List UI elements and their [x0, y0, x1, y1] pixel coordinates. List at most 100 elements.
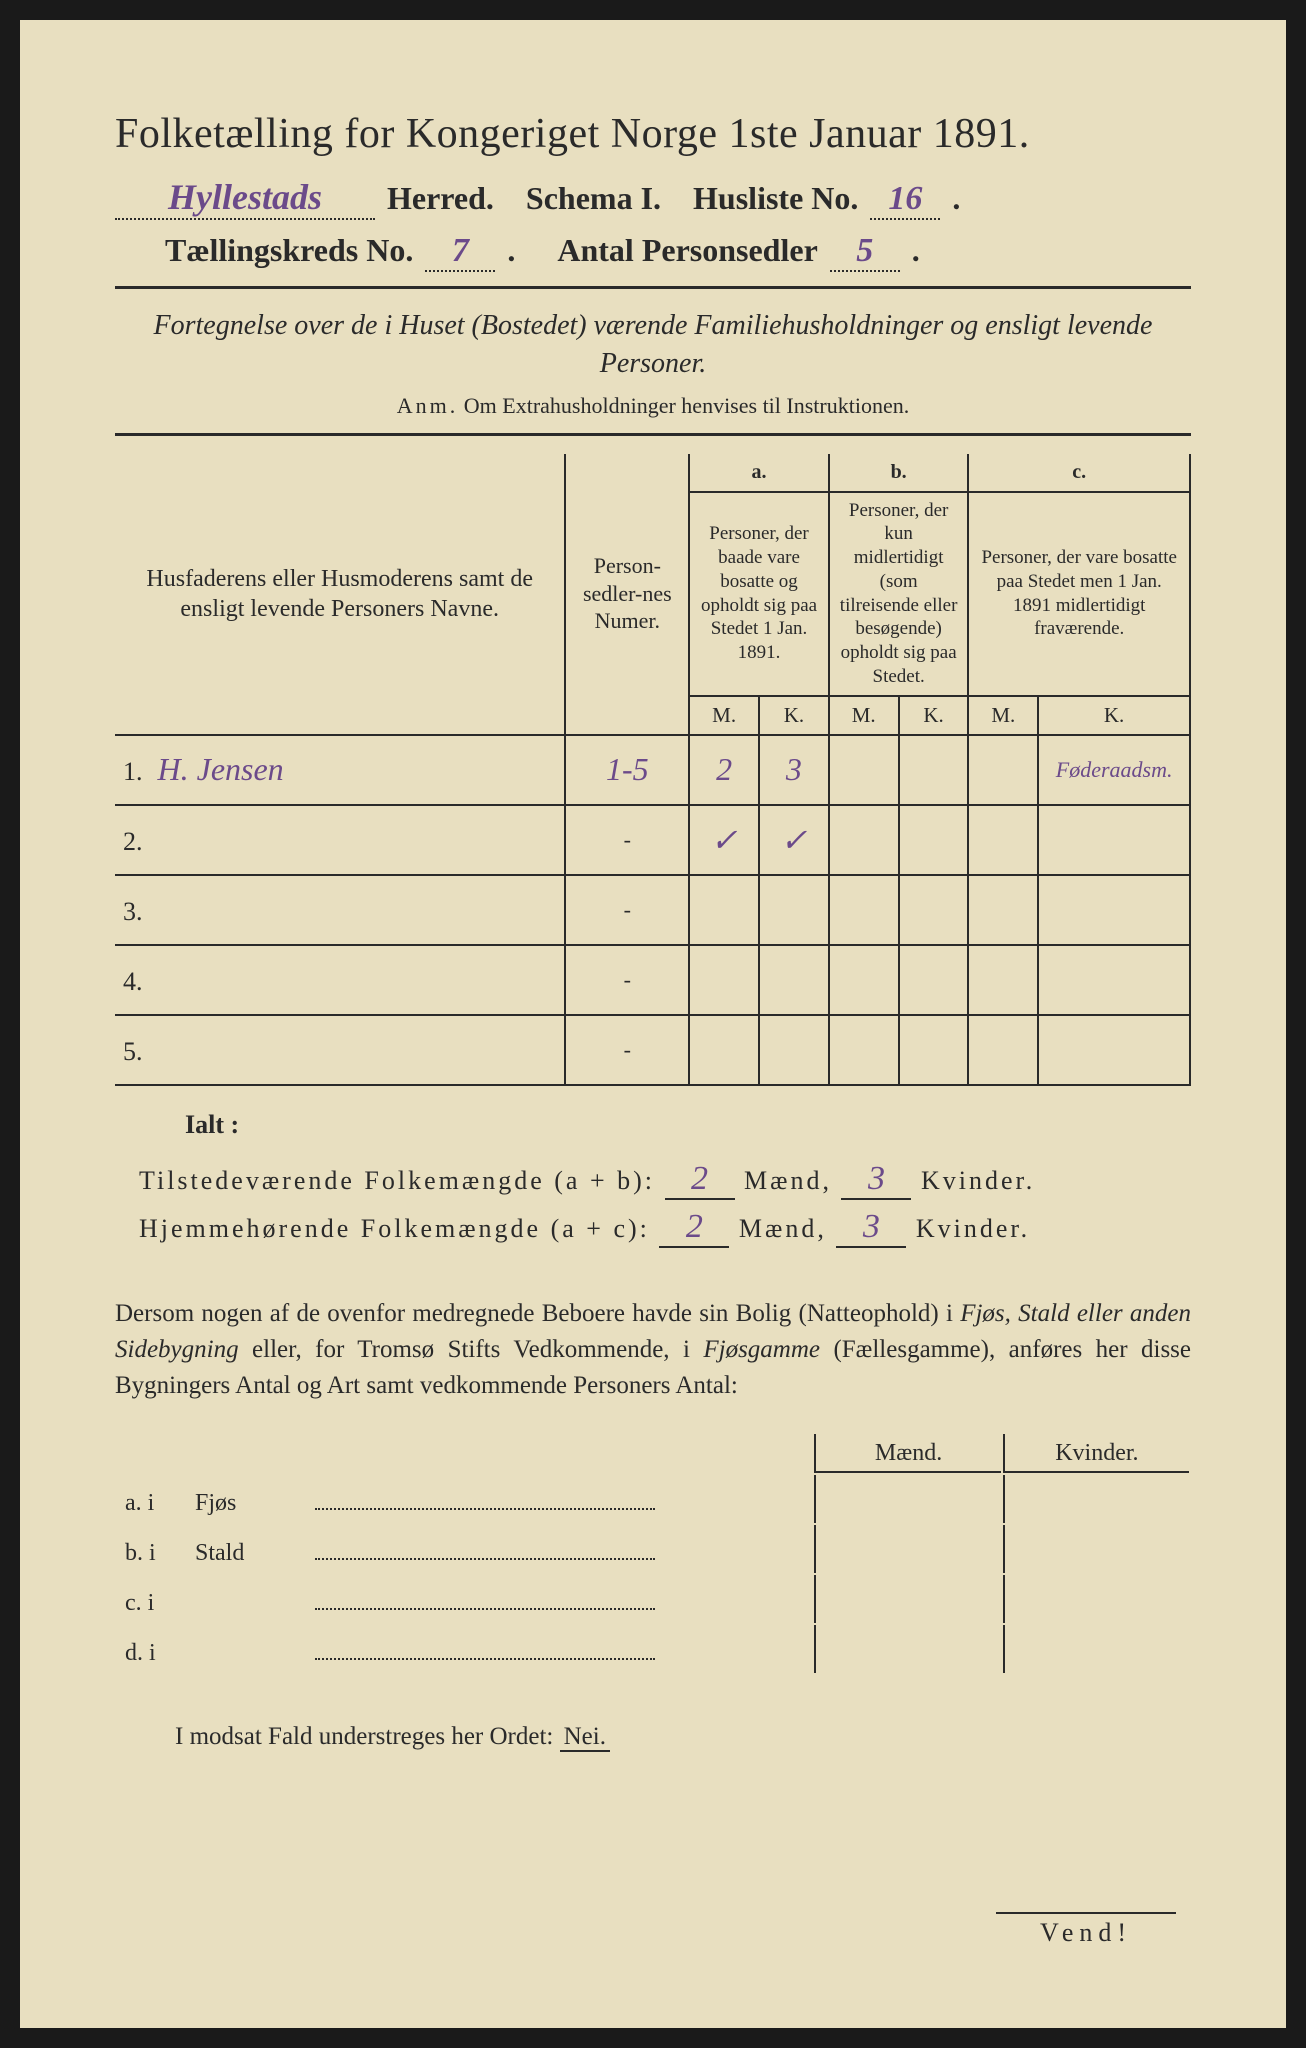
- divider-1: [115, 286, 1191, 289]
- sub-head-m: Mænd.: [814, 1434, 1000, 1473]
- t2-label: Hjemmehørende Folkemængde (a + c):: [139, 1214, 650, 1243]
- row-b-m: [829, 735, 899, 805]
- row-a-k: [759, 1015, 829, 1085]
- row-name-cell: 3.: [115, 875, 565, 945]
- row-c-m: [968, 875, 1038, 945]
- sub-k: [1003, 1525, 1189, 1573]
- sub-k: [1003, 1625, 1189, 1673]
- t2-maend: Mænd,: [739, 1214, 827, 1243]
- row-a-k: ✓: [759, 805, 829, 875]
- nei-label: I modsat Fald understreges her Ordet:: [175, 1723, 553, 1750]
- row-c-k: Føderaadsm.: [1038, 735, 1190, 805]
- b-k: K.: [899, 696, 969, 735]
- sub-m: [814, 1575, 1000, 1623]
- row-c-k: [1038, 805, 1190, 875]
- vend-label: Vend!: [996, 1912, 1176, 1948]
- col-numer: Person-sedler-nes Numer.: [565, 454, 689, 735]
- table-row: 2. -✓✓: [115, 805, 1190, 875]
- a-m: M.: [689, 696, 759, 735]
- sub-row: c. i: [117, 1575, 1189, 1623]
- b-m: M.: [829, 696, 899, 735]
- sub-k: [1003, 1475, 1189, 1523]
- kreds-label: Tællingskreds No.: [165, 232, 413, 269]
- herred-value: Hyllestads: [115, 176, 375, 220]
- col-a-text: Personer, der baade vare bosatte og opho…: [689, 492, 829, 696]
- row-b-k: [899, 875, 969, 945]
- col-b-text: Personer, der kun midlertidigt (som tilr…: [829, 492, 969, 696]
- table-row: 3. -: [115, 875, 1190, 945]
- sub-label: c. i: [117, 1575, 812, 1623]
- sub-row: b. iStald: [117, 1525, 1189, 1573]
- antal-label: Antal Personsedler: [557, 232, 817, 269]
- divider-2: [115, 433, 1191, 436]
- row-numer: 1-5: [565, 735, 689, 805]
- row-c-k: [1038, 1015, 1190, 1085]
- row-c-k: [1038, 945, 1190, 1015]
- nei-line: I modsat Fald understreges her Ordet: Ne…: [175, 1723, 1191, 1751]
- para-prefix: Dersom nogen af de ovenfor medregnede Be…: [115, 1300, 960, 1327]
- subtitle: Fortegnelse over de i Huset (Bostedet) v…: [115, 307, 1191, 383]
- table-row: 4. -: [115, 945, 1190, 1015]
- c-m: M.: [968, 696, 1038, 735]
- col-name-text: Husfaderens eller Husmoderens samt de en…: [146, 566, 533, 622]
- col-a-label: a.: [689, 454, 829, 492]
- husliste-value: 16: [870, 180, 940, 220]
- row-name-cell: 1. H. Jensen: [115, 735, 565, 805]
- row-name-cell: 5.: [115, 1015, 565, 1085]
- row-b-m: [829, 945, 899, 1015]
- table-row: 5. -: [115, 1015, 1190, 1085]
- row-numer: -: [565, 805, 689, 875]
- kreds-dot: .: [507, 232, 515, 269]
- sub-label: a. iFjøs: [117, 1475, 812, 1523]
- col-c-label: c.: [968, 454, 1190, 492]
- t1-maend: Mænd,: [744, 1166, 832, 1195]
- row-b-m: [829, 805, 899, 875]
- row-a-m: [689, 1015, 759, 1085]
- row-numer: -: [565, 875, 689, 945]
- ialt-label: Ialt :: [185, 1110, 1191, 1140]
- t1-label: Tilstedeværende Folkemængde (a + b):: [139, 1166, 655, 1195]
- row-b-k: [899, 735, 969, 805]
- row-b-k: [899, 805, 969, 875]
- nei-word: Nei.: [560, 1723, 610, 1752]
- col-a-lbl: a.: [752, 461, 767, 483]
- anm-text: Om Extrahusholdninger henvises til Instr…: [464, 393, 909, 418]
- totals-row-2: Hjemmehørende Folkemængde (a + c): 2 Mæn…: [139, 1208, 1191, 1248]
- t2-m: 2: [659, 1208, 729, 1248]
- t1-kvinder: Kvinder.: [921, 1166, 1035, 1195]
- row-a-m: ✓: [689, 805, 759, 875]
- row-name-cell: 4.: [115, 945, 565, 1015]
- row-b-k: [899, 945, 969, 1015]
- t1-m: 2: [665, 1160, 735, 1200]
- census-table: Husfaderens eller Husmoderens samt de en…: [115, 454, 1191, 1086]
- row-name-cell: 2.: [115, 805, 565, 875]
- row-numer: -: [565, 945, 689, 1015]
- row-c-k: [1038, 875, 1190, 945]
- header-line-2: Tællingskreds No. 7 . Antal Personsedler…: [165, 232, 1191, 272]
- sub-label: d. i: [117, 1625, 812, 1673]
- row-c-m: [968, 735, 1038, 805]
- row-c-m: [968, 805, 1038, 875]
- col-c-lbl: c.: [1072, 461, 1086, 483]
- row-a-k: [759, 945, 829, 1015]
- herred-label: Herred.: [387, 180, 494, 217]
- page-title: Folketælling for Kongeriget Norge 1ste J…: [115, 110, 1191, 158]
- anm-line: Anm. Om Extrahusholdninger henvises til …: [115, 393, 1191, 419]
- instruction-paragraph: Dersom nogen af de ovenfor medregnede Be…: [115, 1296, 1191, 1405]
- row-b-m: [829, 1015, 899, 1085]
- row-a-m: [689, 945, 759, 1015]
- header-line-1: Hyllestads Herred. Schema I. Husliste No…: [115, 176, 1191, 220]
- outbuilding-table: Mænd. Kvinder. a. iFjøsb. iStaldc. id. i: [115, 1432, 1191, 1674]
- kreds-value: 7: [425, 232, 495, 272]
- row-a-k: [759, 875, 829, 945]
- row-c-m: [968, 1015, 1038, 1085]
- row-b-m: [829, 875, 899, 945]
- sub-row: d. i: [117, 1625, 1189, 1673]
- row-num: 4.: [123, 967, 153, 996]
- husliste-label: Husliste No.: [693, 180, 858, 217]
- col-c-text: Personer, der vare bosatte paa Stedet me…: [968, 492, 1190, 696]
- census-form-page: Folketælling for Kongeriget Norge 1ste J…: [20, 20, 1286, 2028]
- anm-label: Anm.: [397, 393, 459, 418]
- antal-value: 5: [830, 232, 900, 272]
- c-k: K.: [1038, 696, 1190, 735]
